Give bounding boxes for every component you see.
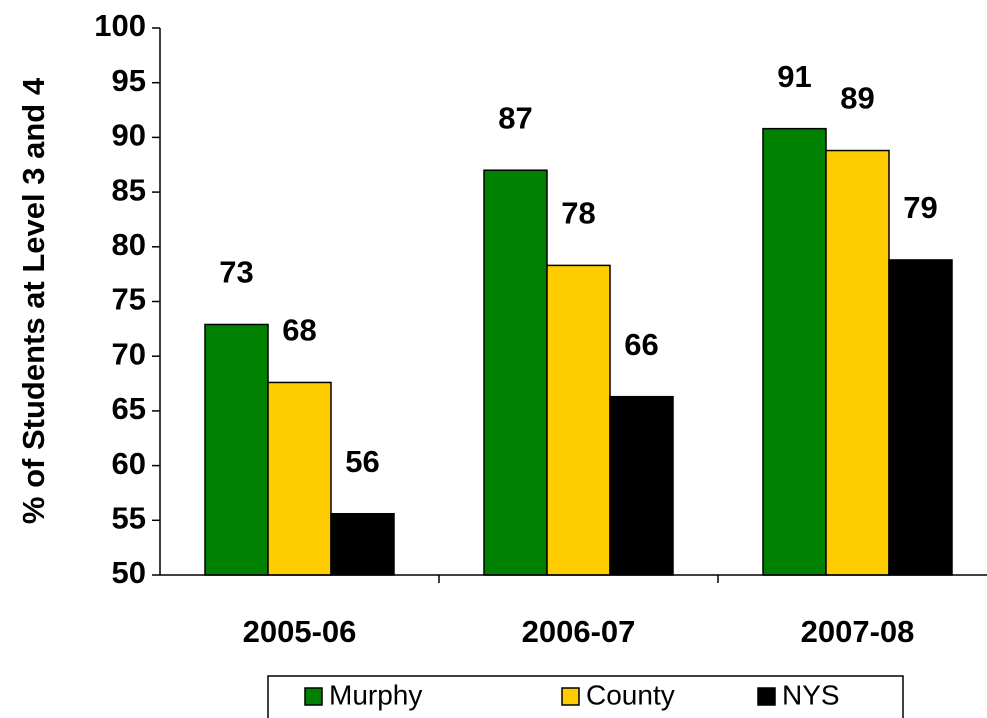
- x-tick-label: 2006-07: [522, 614, 636, 649]
- y-tick-label: 80: [112, 227, 146, 262]
- value-label: 56: [345, 444, 379, 479]
- legend-label: County: [586, 679, 675, 710]
- bar: [888, 259, 953, 576]
- value-label: 73: [219, 255, 253, 290]
- value-label: 66: [624, 327, 658, 362]
- y-tick-label: 65: [112, 391, 146, 426]
- value-label: 87: [498, 100, 532, 135]
- value-label: 79: [903, 190, 937, 225]
- bar: [267, 381, 332, 576]
- value-label: 89: [840, 81, 874, 116]
- x-tick-label: 2005-06: [243, 614, 357, 649]
- bar: [609, 395, 674, 576]
- legend-label: NYS: [782, 679, 840, 710]
- y-tick-label: 85: [112, 172, 146, 207]
- bar: [204, 323, 269, 576]
- y-tick-label: 100: [94, 8, 146, 43]
- y-tick-label: 55: [112, 500, 146, 535]
- value-label: 78: [561, 196, 595, 231]
- value-label: 68: [282, 313, 316, 348]
- bar: [330, 512, 395, 576]
- y-tick-label: 60: [112, 446, 146, 481]
- y-tick-label: 75: [112, 282, 146, 317]
- y-tick-label: 90: [112, 118, 146, 153]
- bar: [825, 149, 890, 576]
- bar: [483, 169, 548, 576]
- x-tick-label: 2007-08: [801, 614, 915, 649]
- y-tick-label: 95: [112, 63, 146, 98]
- legend-label: Murphy: [329, 679, 422, 710]
- legend-swatch: [304, 687, 323, 706]
- legend-box: [267, 675, 904, 718]
- bar: [762, 127, 827, 576]
- y-axis-title: % of Students at Level 3 and 4: [16, 77, 51, 524]
- y-tick-label: 50: [112, 555, 146, 590]
- y-tick-label: 70: [112, 336, 146, 371]
- legend-swatch: [757, 687, 776, 706]
- value-label: 91: [777, 59, 811, 94]
- bar: [546, 264, 611, 576]
- legend-swatch: [561, 687, 580, 706]
